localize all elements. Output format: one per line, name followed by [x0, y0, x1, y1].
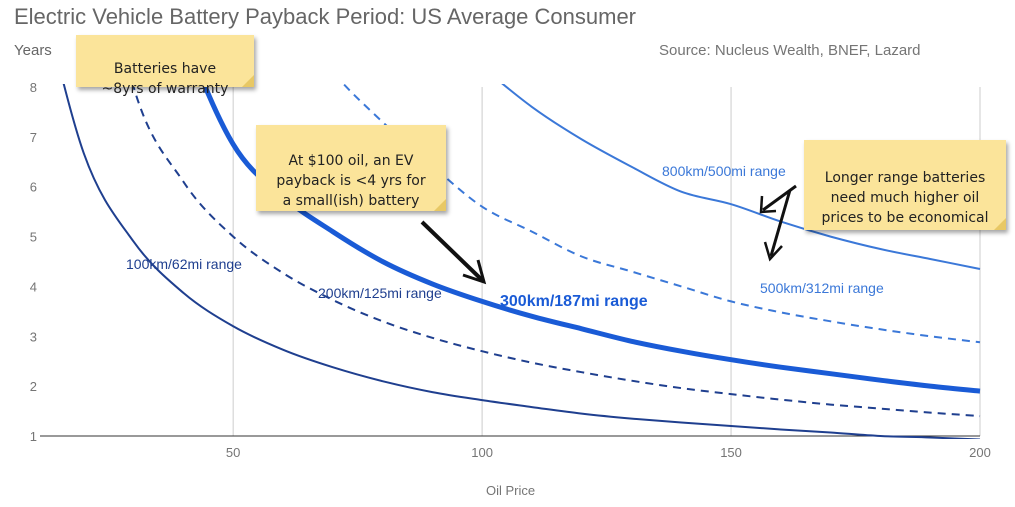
arrow-to-300km-line [420, 220, 484, 282]
sticky-note-oil-100: At $100 oil, an EV payback is <4 yrs for… [256, 125, 446, 211]
note-range-text: Longer range batteries need much higher … [821, 170, 989, 226]
series-label-4: 800km/500mi range [662, 163, 786, 179]
y-tick-label: 5 [30, 230, 37, 245]
note-fold [242, 75, 254, 87]
series-labels: 100km/62mi range 200km/125mi range 300km/1… [126, 163, 884, 310]
x-tick-label: 100 [471, 445, 493, 460]
arrow-to-800km-line [762, 184, 797, 212]
source-text: Source: Nucleus Wealth, BNEF, Lazard [659, 42, 921, 59]
arrow-to-300km-head [462, 259, 487, 285]
series-group [62, 84, 981, 439]
note-fold [994, 218, 1006, 230]
sticky-note-longer-range: Longer range batteries need much higher … [804, 140, 1006, 230]
y-axis-label: Years [14, 42, 52, 59]
series-line-0 [62, 84, 981, 439]
arrow-to-500km-line [769, 189, 792, 257]
sticky-note-warranty: Batteries have ~8yrs of warranty [76, 35, 254, 97]
arrow-to-800km-head [759, 195, 777, 214]
series-label-3: 500km/312mi range [760, 280, 884, 296]
x-tick-label: 150 [720, 445, 742, 460]
y-tick-label: 1 [30, 429, 37, 444]
ticks: 50 100 150 200 1 2 3 4 5 6 7 8 [30, 80, 991, 460]
chart-title: Electric Vehicle Battery Payback Period:… [14, 4, 637, 29]
y-tick-label: 4 [30, 279, 37, 294]
y-tick-label: 7 [30, 130, 37, 145]
x-tick-label: 50 [226, 445, 240, 460]
y-tick-label: 3 [30, 329, 37, 344]
y-tick-label: 2 [30, 379, 37, 394]
note-warranty-text: Batteries have ~8yrs of warranty [101, 61, 229, 97]
note-fold [434, 199, 446, 211]
x-tick-label: 200 [969, 445, 991, 460]
note-oil-100-text: At $100 oil, an EV payback is <4 yrs for… [276, 153, 426, 209]
y-tick-label: 8 [30, 80, 37, 95]
arrow-to-500km-head [763, 241, 783, 262]
series-line-1 [131, 84, 981, 418]
y-tick-label: 6 [30, 180, 37, 195]
series-line-3 [342, 84, 981, 344]
arrows [420, 184, 797, 285]
x-axis-label: Oil Price [486, 483, 536, 498]
series-label-0: 100km/62mi range [126, 256, 242, 272]
series-line-2 [201, 84, 981, 394]
series-label-2: 300km/187mi range [500, 293, 648, 310]
series-line-4 [501, 84, 981, 270]
series-label-1: 200km/125mi range [318, 285, 442, 301]
